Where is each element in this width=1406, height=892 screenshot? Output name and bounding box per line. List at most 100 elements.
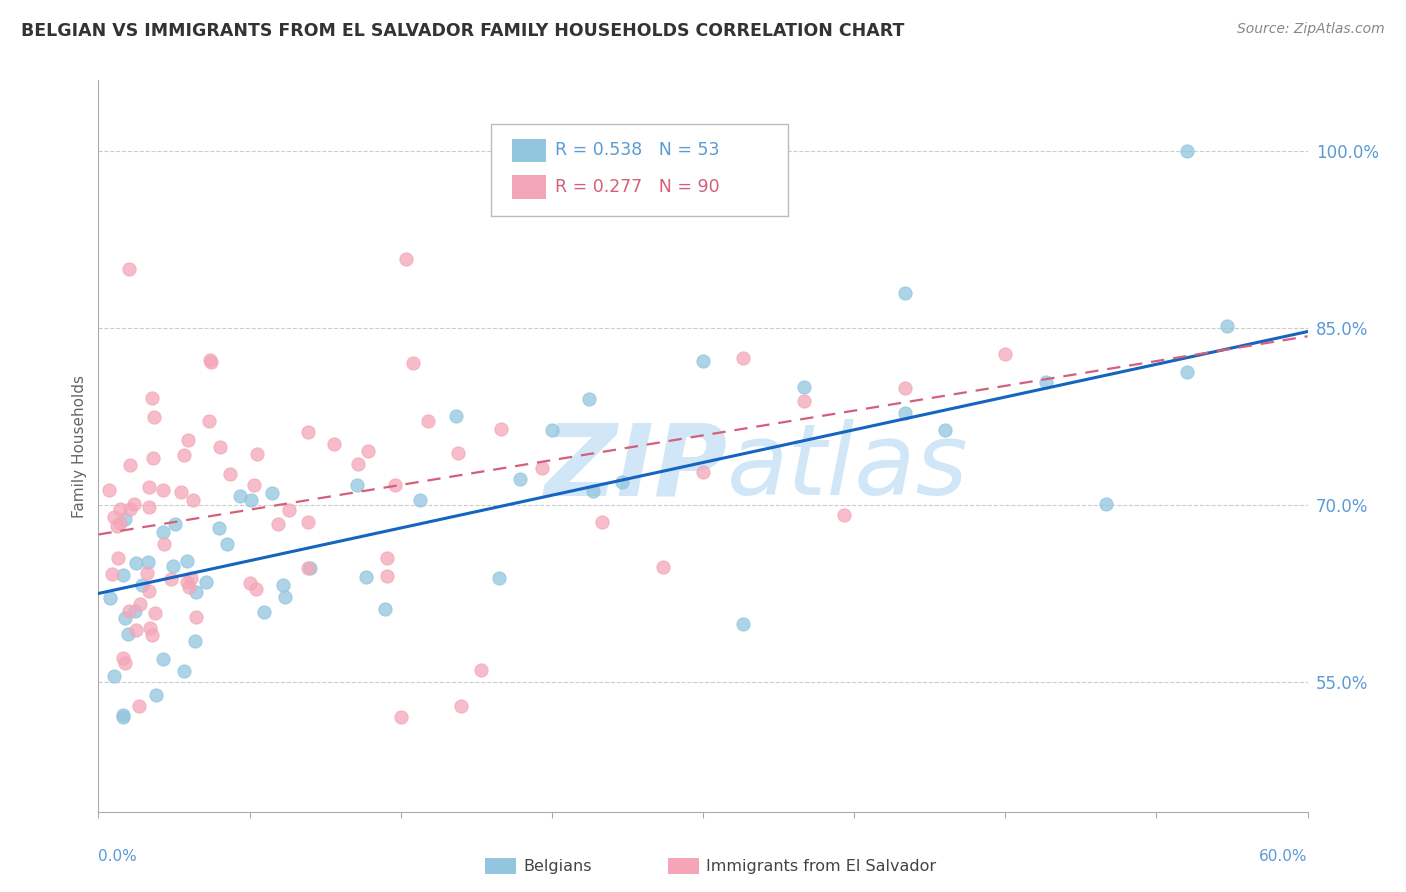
Text: Immigrants from El Salvador: Immigrants from El Salvador [706,859,936,873]
Point [186,584,208,599]
Point [114,512,136,526]
Point [347,457,370,471]
Point [217,537,239,551]
Point [252,605,274,619]
Point [1095,497,1118,511]
Point [183,634,205,648]
Point [582,483,605,498]
Point [409,493,432,508]
Point [491,422,513,436]
Point [145,689,167,703]
Point [160,572,183,586]
Point [530,460,553,475]
Point [97,483,120,497]
Point [793,380,815,394]
Point [138,621,160,635]
Point [402,356,425,370]
Point [141,391,163,405]
Point [142,410,165,425]
Point [152,524,174,539]
Point [239,576,262,591]
Point [131,578,153,592]
Point [395,252,418,267]
Point [162,559,184,574]
Point [200,355,222,369]
Point [101,566,124,581]
Text: R = 0.538   N = 53: R = 0.538 N = 53 [555,142,720,160]
Point [184,610,207,624]
Point [793,394,815,409]
Text: R = 0.277   N = 90: R = 0.277 N = 90 [555,178,720,196]
Point [170,485,193,500]
Point [125,556,148,570]
Point [138,480,160,494]
Point [229,489,252,503]
Point [138,500,160,515]
Point [893,381,915,395]
Point [103,669,125,683]
Y-axis label: Family Households: Family Households [72,375,87,517]
Point [194,575,217,590]
Point [152,651,174,665]
Point [152,483,174,497]
Point [107,550,129,565]
Point [114,656,136,670]
Text: 60.0%: 60.0% [1260,849,1308,864]
Point [176,554,198,568]
Point [541,423,564,437]
Point [128,698,150,713]
Point [111,567,134,582]
Point [267,516,290,531]
Point [208,521,231,535]
Point [444,409,467,424]
Point [1216,318,1239,333]
Point [591,515,613,529]
Point [893,285,915,300]
Point [271,577,294,591]
Point [488,571,510,585]
Point [274,590,297,604]
Point [153,537,176,551]
Text: atlas: atlas [727,419,969,516]
Point [180,571,202,585]
Point [447,445,470,459]
Point [103,509,125,524]
Point [173,449,195,463]
Point [163,516,186,531]
FancyBboxPatch shape [512,139,546,162]
Point [108,502,131,516]
Point [832,508,855,523]
Point [297,560,319,574]
Point [135,566,157,581]
Point [176,575,198,590]
Point [118,262,141,277]
Point [118,501,141,516]
Point [346,477,368,491]
Point [114,610,136,624]
Point [1035,376,1057,390]
Point [112,651,135,665]
Point [934,423,956,437]
Point [111,710,134,724]
Text: Source: ZipAtlas.com: Source: ZipAtlas.com [1237,22,1385,37]
Point [246,447,269,461]
Point [375,551,398,566]
Point [138,583,160,598]
Point [122,497,145,511]
Point [297,425,319,439]
Point [129,597,152,611]
Point [470,663,492,677]
Point [298,560,321,574]
Point [994,347,1017,361]
Text: Belgians: Belgians [523,859,592,873]
Point [142,451,165,466]
Point [179,580,201,594]
Point [245,582,267,596]
Point [141,628,163,642]
Point [98,591,121,606]
Point [143,606,166,620]
Point [692,354,714,368]
Point [239,493,262,508]
Point [322,437,344,451]
Point [416,415,439,429]
